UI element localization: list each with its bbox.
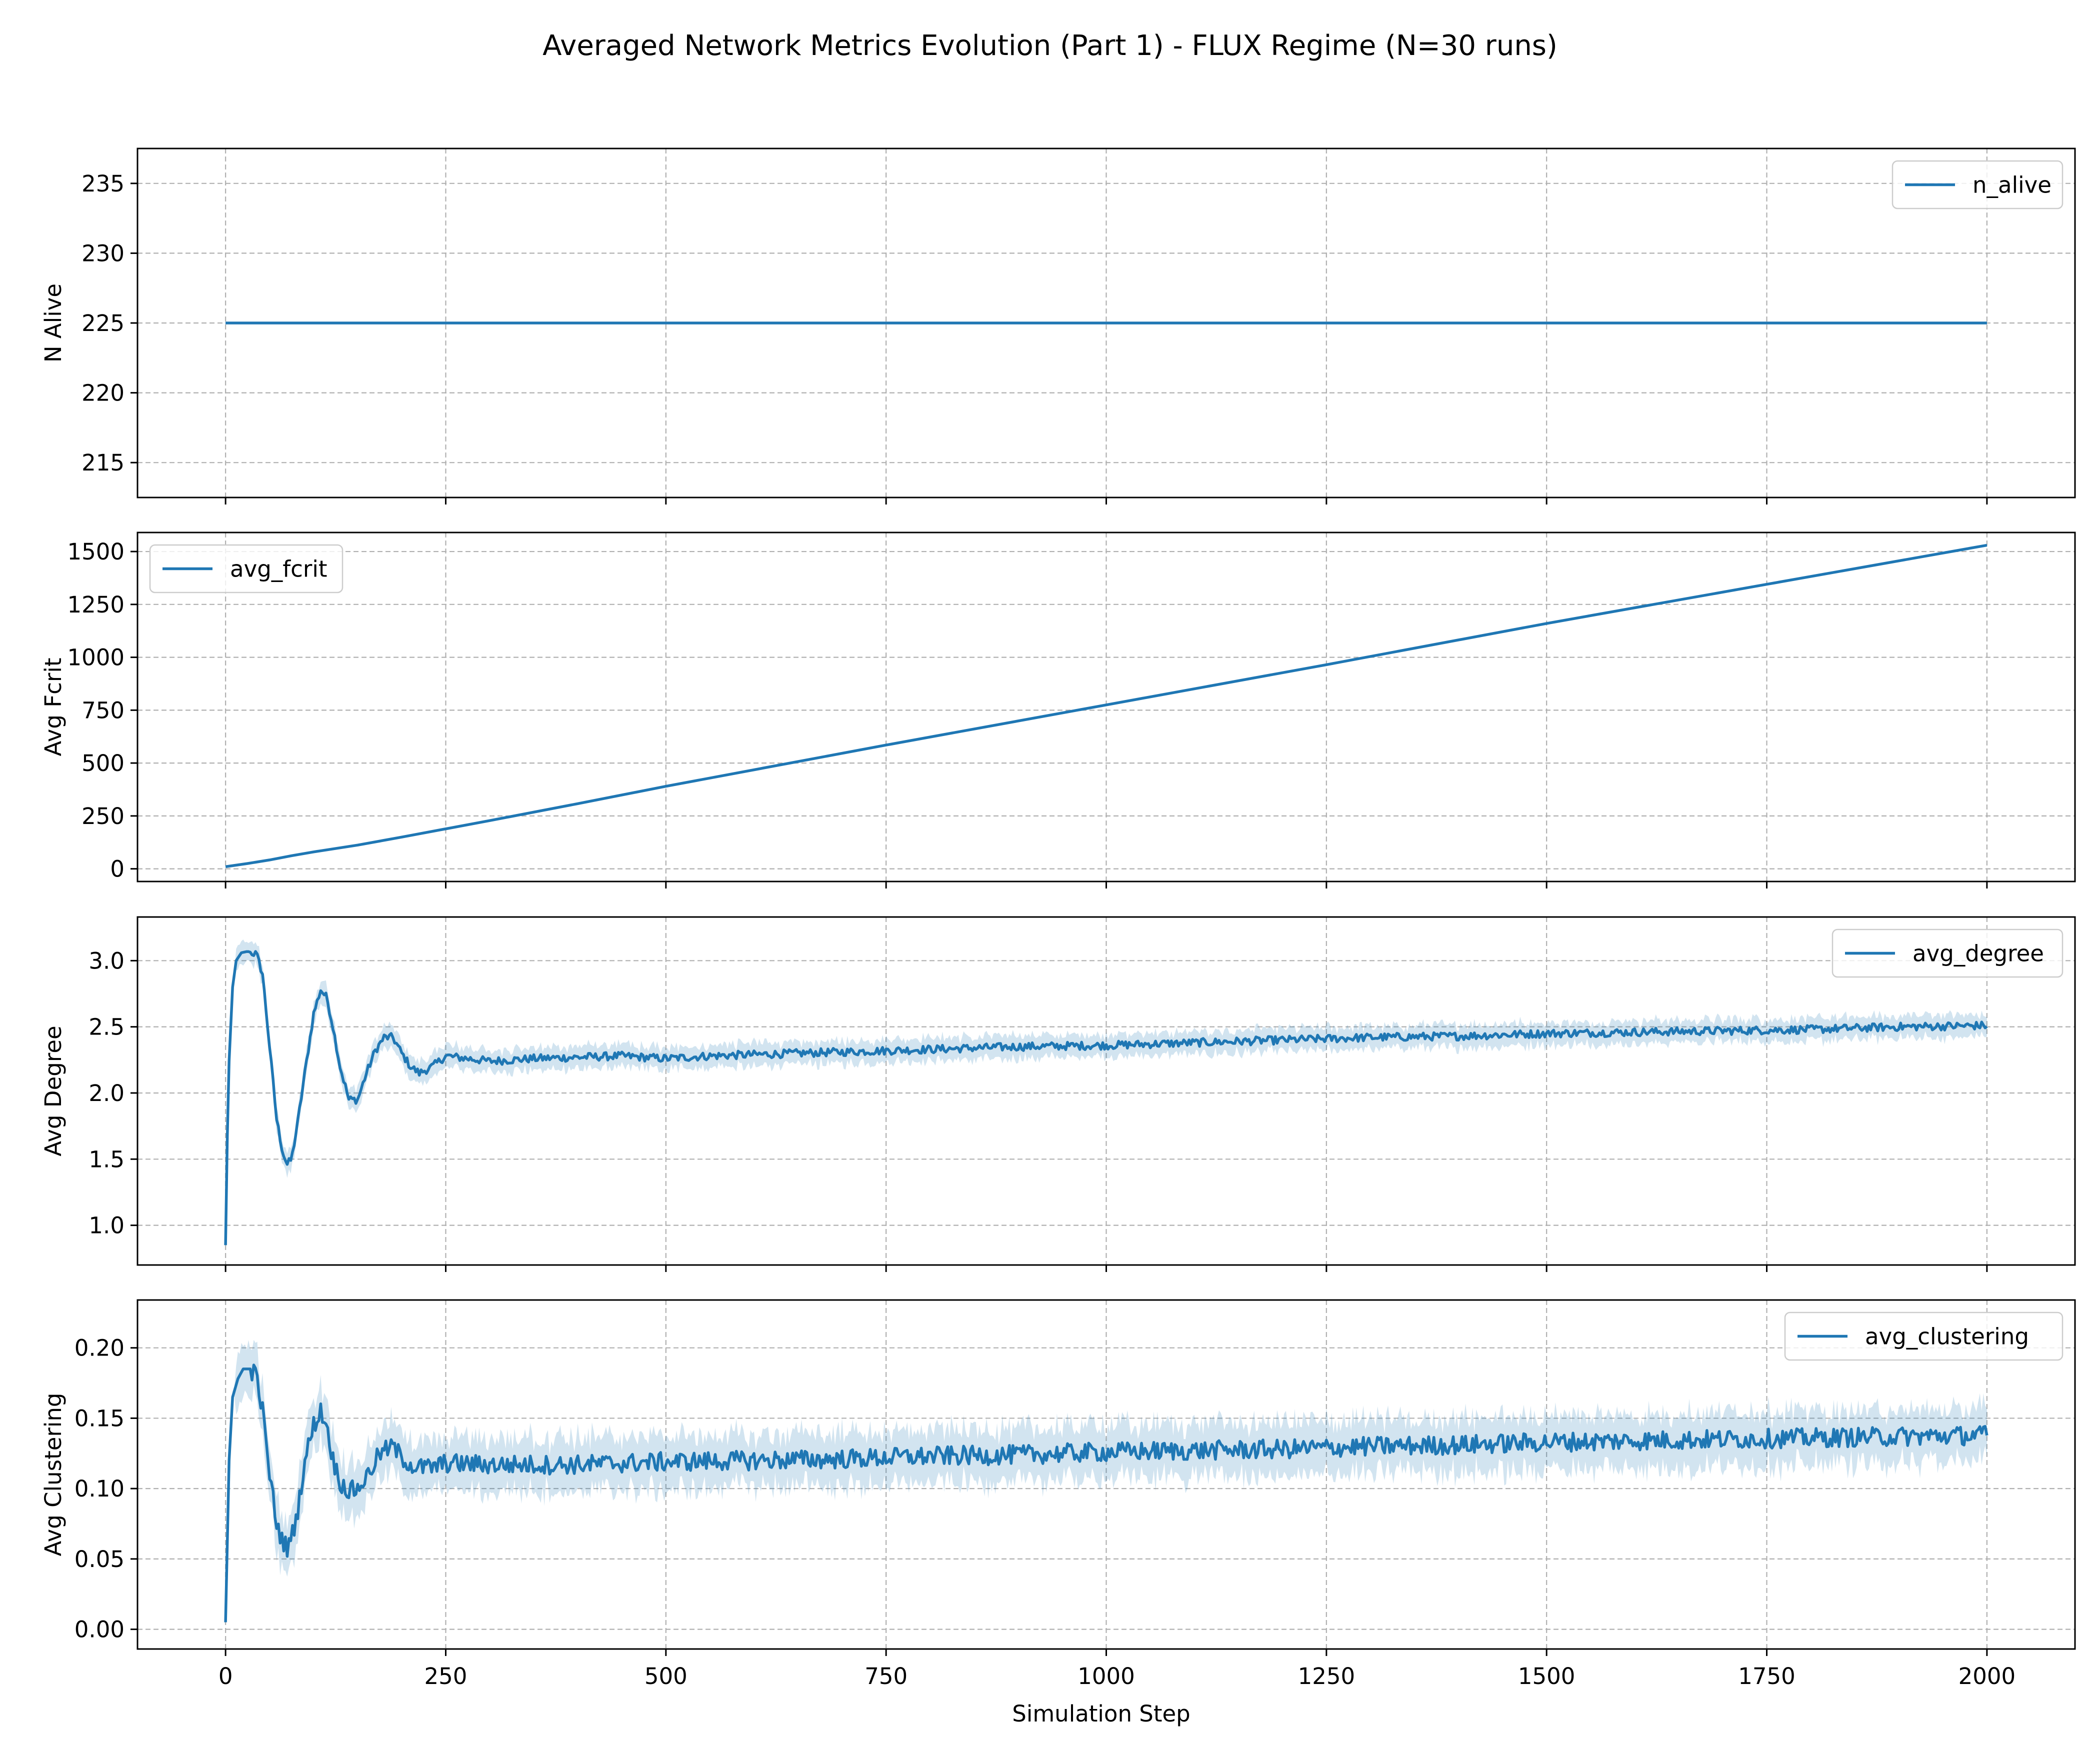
series-line-avg_fcrit (225, 544, 1988, 868)
legend: avg_fcrit (149, 544, 344, 594)
y-tick-label: 1.5 (88, 1146, 124, 1172)
y-tick-label: 220 (82, 380, 124, 406)
y-tick-label: 0.05 (74, 1546, 124, 1572)
x-tick-label: 0 (218, 1663, 233, 1690)
y-tick-label: 1000 (67, 644, 124, 671)
y-axis-label: N Alive (40, 284, 66, 362)
legend-box (1832, 928, 2064, 978)
y-axis-label: Avg Fcrit (40, 658, 66, 756)
legend-label: avg_clustering (1865, 1324, 2029, 1350)
x-tick-label: 1750 (1738, 1663, 1796, 1690)
y-tick-label: 230 (82, 240, 124, 266)
legend-label: avg_degree (1912, 940, 2044, 967)
subplot-3: avg_clustering 0.00 0.05 0.10 0.15 0.20 0 250 50… (40, 1299, 2076, 1727)
y-tick-label: 0.10 (74, 1476, 124, 1502)
y-tick-label: 0.00 (74, 1616, 124, 1643)
x-tick-label: 1250 (1298, 1663, 1356, 1690)
series-line-avg_degree (224, 950, 1988, 1246)
subplot-0: n_alive 215 220 225 230 235 N Alive (40, 148, 2076, 504)
y-tick-label: 0 (110, 856, 124, 882)
y-tick-label: 0.20 (74, 1335, 124, 1362)
y-tick-label: 1500 (67, 538, 124, 565)
x-tick-label: 750 (864, 1663, 908, 1690)
legend-box (1892, 160, 2064, 210)
legend: n_alive (1892, 160, 2064, 210)
x-tick-label: 1000 (1078, 1663, 1135, 1690)
y-tick-label: 1.0 (88, 1212, 124, 1239)
series-line-avg_clustering (224, 1364, 1988, 1622)
y-tick-label: 2.0 (88, 1080, 124, 1106)
subplot-2: avg_degree 1.0 1.5 2.0 2.5 3.0 Avg Degree (40, 916, 2076, 1272)
legend: avg_clustering (1784, 1312, 2064, 1361)
x-tick-label: 1500 (1518, 1663, 1576, 1690)
y-tick-label: 3.0 (88, 948, 124, 974)
y-tick-label: 1250 (67, 592, 124, 618)
legend: avg_degree (1832, 928, 2064, 978)
y-tick-label: 2.5 (88, 1014, 124, 1040)
y-tick-label: 235 (82, 170, 124, 197)
y-tick-label: 0.15 (74, 1405, 124, 1432)
x-tick-label: 500 (644, 1663, 688, 1690)
figure-title: Averaged Network Metrics Evolution (Part… (542, 30, 1558, 62)
legend-box (1784, 1312, 2064, 1361)
y-tick-label: 500 (82, 750, 124, 776)
confidence-band-avg_clustering (226, 1340, 1987, 1628)
y-tick-label: 215 (82, 450, 124, 476)
y-axis-label: Avg Clustering (40, 1393, 66, 1556)
x-axis-label: Simulation Step (1012, 1700, 1190, 1727)
legend-label: avg_fcrit (230, 556, 328, 582)
y-tick-label: 750 (82, 697, 124, 724)
y-tick-label: 250 (82, 803, 124, 830)
x-tick-label: 250 (424, 1663, 468, 1690)
y-tick-label: 225 (82, 310, 124, 336)
y-axis-label: Avg Degree (40, 1026, 66, 1156)
x-tick-label: 2000 (1958, 1663, 2016, 1690)
legend-label: n_alive (1972, 172, 2052, 198)
legend-box (149, 544, 344, 594)
subplot-1: avg_fcrit 0 250 500 750 1000 1250 1500 Avg Fcrit (40, 532, 2076, 888)
subplot-panels: n_alive 215 220 225 230 235 N Alive avg_fcrit 0 2… (40, 148, 2076, 1727)
